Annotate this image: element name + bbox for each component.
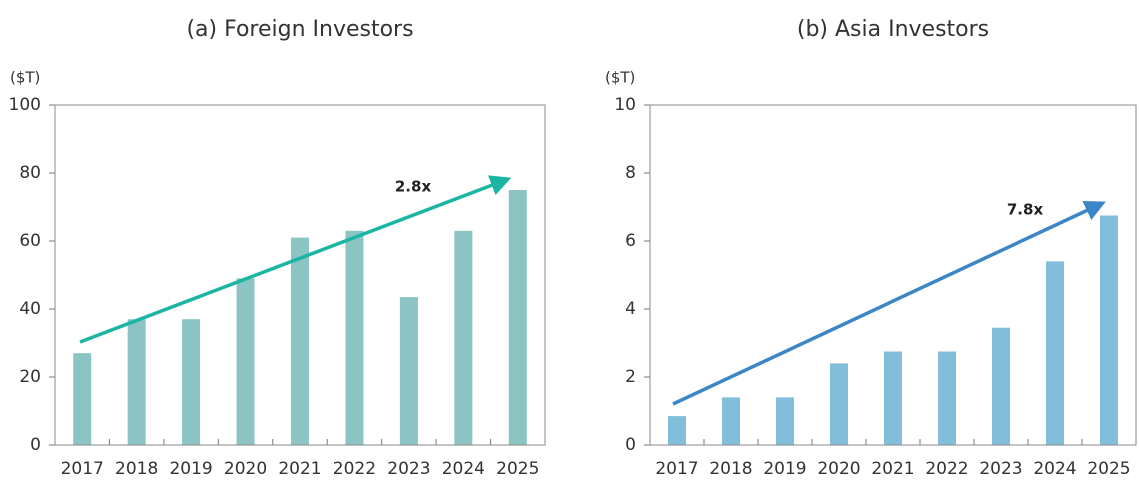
x-tick-label: 2024	[1033, 459, 1076, 479]
bar	[1100, 215, 1118, 445]
x-tick-label: 2025	[1087, 459, 1130, 479]
x-tick-label: 2023	[387, 459, 430, 479]
chart-title: (b) Asia Investors	[797, 17, 989, 42]
x-tick-label: 2020	[224, 459, 267, 479]
x-tick-label: 2018	[709, 459, 752, 479]
y-tick-label: 10	[614, 95, 636, 115]
chart-title: (a) Foreign Investors	[186, 17, 413, 42]
y-tick-label: 6	[625, 231, 636, 251]
y-tick-label: 0	[30, 435, 41, 455]
bar	[776, 397, 794, 445]
bar	[992, 327, 1010, 445]
bar	[830, 363, 848, 445]
x-tick-label: 2022	[925, 459, 968, 479]
bar	[454, 230, 473, 445]
x-tick-label: 2024	[442, 459, 485, 479]
bar	[182, 319, 201, 445]
y-tick-label: 80	[19, 163, 41, 183]
y-axis-unit: ($T)	[10, 69, 40, 87]
x-tick-label: 2021	[278, 459, 321, 479]
x-tick-label: 2022	[333, 459, 376, 479]
bar	[345, 230, 364, 445]
bar	[127, 319, 146, 445]
y-tick-label: 2	[625, 367, 636, 387]
bar	[668, 416, 686, 445]
x-tick-label: 2019	[169, 459, 212, 479]
bar	[73, 353, 92, 445]
bar	[236, 278, 255, 445]
x-tick-label: 2018	[115, 459, 158, 479]
trend-arrow	[79, 175, 512, 344]
y-tick-label: 40	[19, 299, 41, 319]
y-axis-unit: ($T)	[605, 69, 635, 87]
bar	[291, 237, 309, 445]
bar	[938, 351, 956, 445]
x-tick-label: 2021	[871, 459, 914, 479]
bar	[722, 397, 740, 445]
x-tick-label: 2020	[817, 459, 860, 479]
x-tick-label: 2025	[496, 459, 539, 479]
plot-frame	[54, 104, 546, 446]
trend-arrow	[672, 200, 1106, 406]
bar	[884, 351, 902, 445]
y-tick-label: 8	[625, 163, 636, 183]
annotation: 7.8x	[1007, 201, 1044, 219]
x-tick-label: 2017	[61, 459, 104, 479]
y-tick-label: 4	[625, 299, 636, 319]
y-tick-label: 60	[19, 231, 41, 251]
x-tick-label: 2019	[763, 459, 806, 479]
bar	[1046, 261, 1064, 445]
x-tick-label: 2017	[655, 459, 698, 479]
plot-frame	[649, 104, 1137, 446]
x-tick-label: 2023	[979, 459, 1022, 479]
y-tick-label: 20	[19, 367, 41, 387]
bar	[399, 297, 418, 445]
annotation: 2.8x	[395, 178, 432, 196]
bar	[508, 190, 527, 445]
y-tick-label: 100	[9, 95, 41, 115]
y-tick-label: 0	[625, 435, 636, 455]
